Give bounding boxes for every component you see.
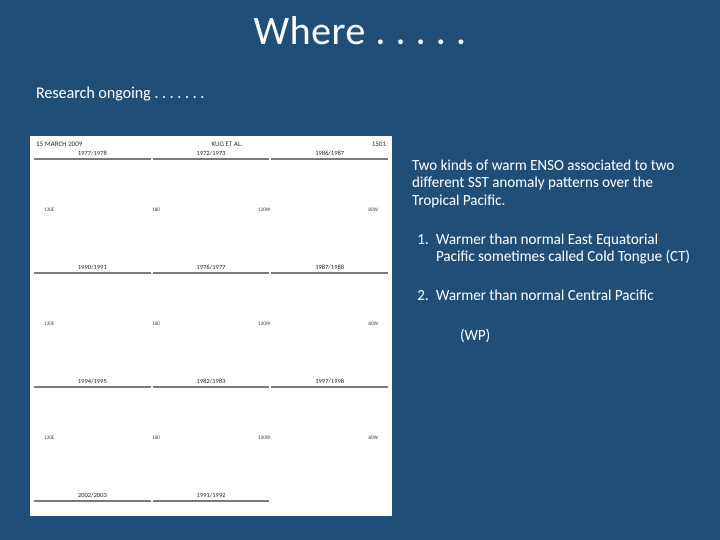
xtick: 80W [368, 321, 378, 328]
xtick: 130E [44, 321, 54, 328]
map-panel [271, 272, 388, 274]
panel-label: 1987/1988 [271, 263, 388, 271]
xtick: 80W [368, 207, 378, 214]
xtick: 130E [44, 207, 54, 214]
panel-label: 1977/1978 [34, 149, 151, 157]
map-panel [153, 386, 270, 388]
figure-header: 15 MARCH 2009 KUG ET AL. 1501 [30, 136, 392, 149]
xtick: 80W [368, 435, 378, 442]
panel-label: 1997/1998 [271, 377, 388, 385]
xtick: 180 [152, 207, 160, 214]
list-item-ct: Warmer than normal East Equatorial Pacif… [432, 232, 692, 267]
intro-paragraph: Two kinds of warm ENSO associated to two… [412, 158, 692, 210]
panel-label: 1991/1992 [153, 491, 270, 499]
map-panel [153, 272, 270, 274]
slide-subtitle: Research ongoing . . . . . . . [36, 84, 204, 103]
figure-page: 1501 [372, 139, 386, 148]
figure-author: KUG ET AL. [211, 139, 242, 148]
map-panel [34, 158, 151, 160]
panel-label: 1982/1983 [153, 377, 270, 385]
panel-label: 1976/1977 [153, 263, 270, 271]
panel-label: 1994/1995 [34, 377, 151, 385]
xtick: 180 [152, 435, 160, 442]
figure-panel-grid: 15 MARCH 2009 KUG ET AL. 1501 1977/1978 … [30, 136, 392, 516]
map-panel [271, 158, 388, 160]
slide-title: Where . . . . . [0, 0, 720, 55]
enso-list: Warmer than normal East Equatorial Pacif… [412, 232, 692, 345]
xtick: 130W [258, 321, 270, 328]
map-panel [153, 500, 270, 502]
xtick: 130E [44, 435, 54, 442]
panel-grid: 1977/1978 1972/1973 1986/1987 [30, 149, 392, 540]
list-item-wp: Warmer than normal Central Pacific (WP) [432, 288, 692, 345]
text-column: Two kinds of warm ENSO associated to two… [412, 158, 692, 367]
panel-label: 2002/2003 [34, 491, 151, 499]
panel-label: 1986/1987 [271, 149, 388, 157]
xtick: 180 [152, 321, 160, 328]
xtick: 130W [258, 435, 270, 442]
map-panel [34, 272, 151, 274]
map-panel [34, 500, 151, 502]
map-panel [153, 158, 270, 160]
xtick: 130W [258, 207, 270, 214]
map-panel [34, 386, 151, 388]
panel-label: 1972/1973 [153, 149, 270, 157]
map-panel [271, 386, 388, 388]
list-item-wp-text: Warmer than normal Central Pacific [436, 287, 654, 305]
panel-label: 1990/1991 [34, 263, 151, 271]
list-item-wp-abbrev: (WP) [436, 328, 692, 345]
figure-date: 15 MARCH 2009 [36, 139, 82, 148]
